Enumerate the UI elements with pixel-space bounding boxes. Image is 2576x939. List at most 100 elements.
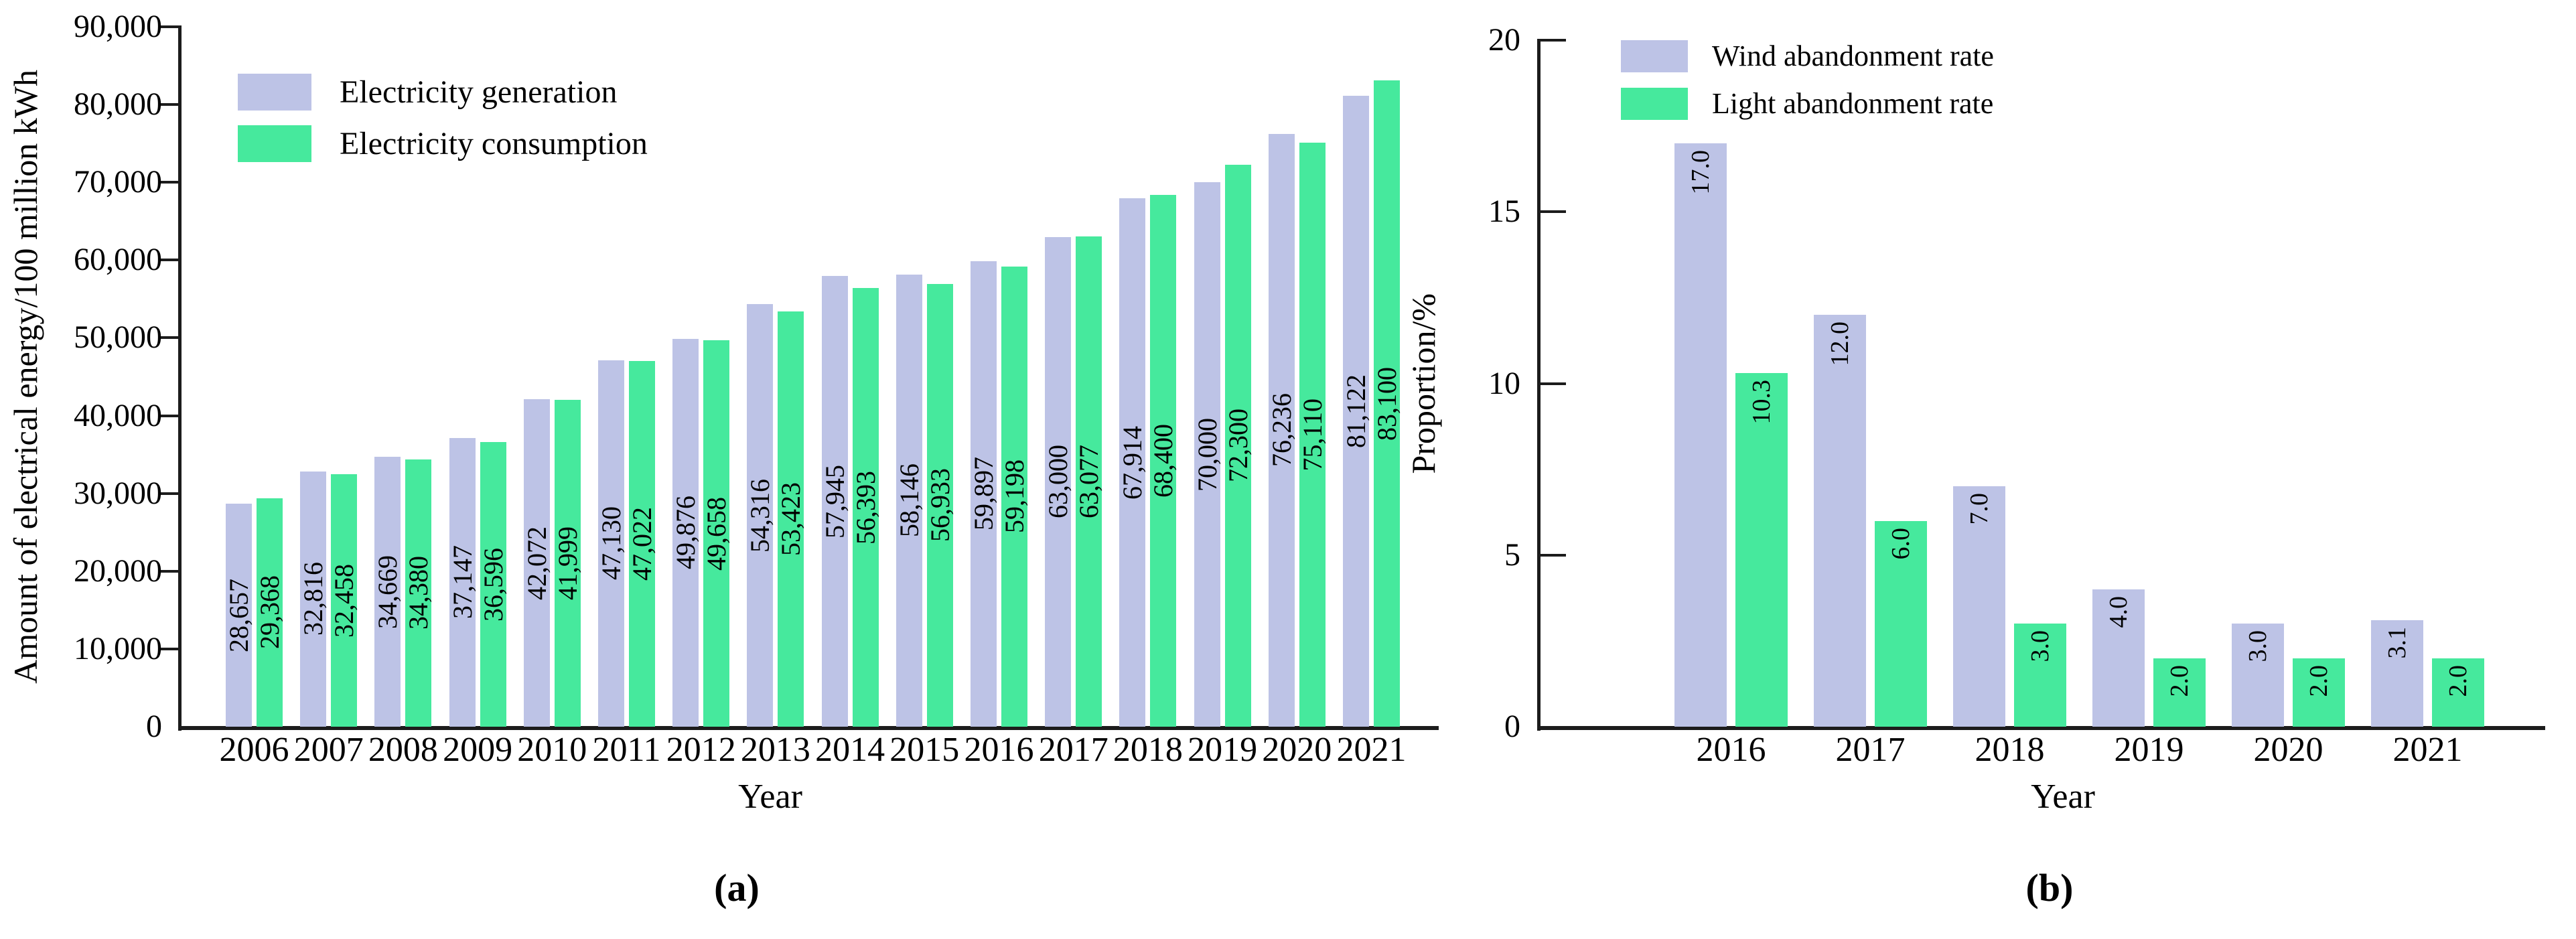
bar-value-text: 2.0 [2305,664,2333,697]
x-tick-label: 2007 [293,731,364,769]
chart-b-caption: (b) [2025,866,2074,910]
x-tick-label: 2011 [592,731,661,769]
bar-value-label: 2.0 [2293,658,2345,727]
bar-value-text: 12.0 [1826,321,1854,366]
y-tick-label: 50,000 [74,319,162,356]
bar-a-2019-series1 [1224,164,1251,727]
chart-b-y-axis-line [1537,39,1541,731]
y-tick-label: 60,000 [74,242,162,278]
bar-a-2009-series1 [480,442,506,727]
bar-a-2019-series0 [1194,182,1220,727]
chart-a-legend-item-generation: Electricity generation [238,74,648,111]
bar-value-text: 3.1 [2383,627,2411,659]
bar-value-text: 4.0 [2104,596,2133,628]
y-tick [159,25,178,28]
bar-a-2020-series1 [1299,142,1326,727]
bar-value-text: 2.0 [2444,664,2472,697]
legend-swatch-wind [1621,40,1688,72]
bar-value-text: 3.0 [2244,630,2272,662]
bar-value-text: 10.3 [1747,380,1776,425]
bar-b-2019-series0 [2092,589,2145,727]
y-tick [159,414,178,417]
bar-a-2014-series1 [852,288,879,727]
x-tick-label: 2017 [1835,731,1906,769]
y-tick-label: 20,000 [74,553,162,589]
bar-a-2012-series0 [672,338,699,727]
bar-value-label: 3.1 [2371,620,2423,727]
bar-a-2010-series1 [554,400,581,727]
y-tick [159,103,178,106]
bar-a-2018-series0 [1119,198,1146,727]
bar-b-2016-series1 [1735,373,1788,727]
x-tick-label: 2006 [219,731,289,769]
legend-swatch-generation [238,74,311,111]
bar-a-2013-series1 [778,311,804,727]
chart-a-legend: Electricity generation Electricity consu… [238,74,648,162]
chart-b-legend-item-wind: Wind abandonment rate [1621,39,1994,73]
chart-a-x-axis-line [178,726,1439,730]
chart-b-x-axis-title: Year [2031,778,2095,816]
bar-value-label: 2.0 [2432,658,2484,727]
chart-a-y-axis-line [178,25,182,731]
y-tick [1541,39,1566,42]
bar-a-2013-series0 [747,304,774,727]
y-tick [1541,382,1566,385]
bar-a-2015-series0 [896,274,922,727]
bar-a-2010-series0 [523,399,550,727]
bar-a-2014-series0 [821,276,848,727]
bar-value-label: 3.0 [2014,624,2066,727]
y-tick [159,647,178,650]
y-tick [159,569,178,573]
bar-a-2011-series0 [598,360,624,727]
x-tick-label: 2016 [1696,731,1766,769]
bar-value-label: 6.0 [1875,521,1927,727]
y-tick-label: 30,000 [74,475,162,511]
x-tick-label: 2017 [1038,731,1108,769]
x-tick-label: 2014 [815,731,885,769]
bar-b-2019-series1 [2153,658,2206,727]
bar-b-2016-series0 [1674,143,1727,727]
bar-value-label: 10.3 [1735,373,1788,727]
bar-a-2007-series1 [331,474,358,727]
bar-b-2020-series0 [2232,624,2284,727]
x-tick-label: 2021 [2392,731,2463,769]
y-tick-label: 10,000 [74,630,162,666]
bar-b-2017-series1 [1875,520,1927,727]
bar-a-2006-series0 [226,504,252,727]
x-tick-label: 2020 [1262,731,1332,769]
chart-a-caption: (a) [714,866,760,910]
x-tick-label: 2020 [2253,731,2323,769]
x-tick-label: 2019 [2114,731,2184,769]
bar-value-label: 17.0 [1674,143,1727,727]
legend-label-generation: Electricity generation [340,74,618,110]
y-tick-label: 0 [1504,709,1520,744]
x-tick-label: 2016 [964,731,1034,769]
bar-value-label: 2.0 [2153,658,2206,727]
bar-a-2017-series0 [1045,236,1072,727]
y-tick [159,259,178,262]
bar-b-2018-series0 [1953,486,2005,727]
x-tick-label: 2019 [1188,731,1258,769]
bar-b-2017-series0 [1814,315,1866,727]
y-tick-label: 5 [1504,536,1520,573]
bar-value-text: 17.0 [1687,149,1715,195]
bar-a-2021-series1 [1374,80,1400,727]
y-tick [159,181,178,184]
bar-value-label: 12.0 [1814,315,1866,727]
y-tick-label: 40,000 [74,397,162,433]
bar-a-2008-series1 [405,459,432,727]
x-tick-label: 2010 [517,731,587,769]
bar-b-2021-series0 [2371,620,2423,727]
y-tick-label: 0 [146,709,162,744]
bar-value-text: 3.0 [2026,630,2054,662]
bar-a-2012-series1 [703,340,730,727]
y-tick-label: 70,000 [74,164,162,200]
bar-a-2021-series0 [1343,96,1369,727]
chart-a-legend-item-consumption: Electricity consumption [238,125,648,162]
bar-a-2008-series0 [374,457,401,727]
x-tick-label: 2008 [368,731,438,769]
x-tick-label: 2018 [1113,731,1183,769]
bar-b-2018-series1 [2014,624,2066,727]
